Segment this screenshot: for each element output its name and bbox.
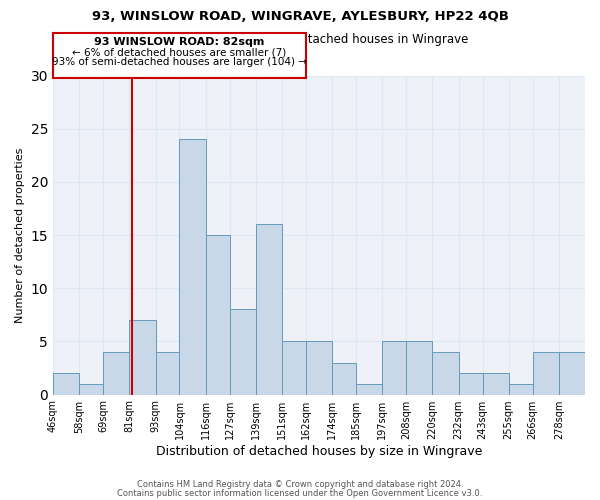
Bar xyxy=(433,352,458,395)
Bar xyxy=(230,310,256,394)
Text: 93% of semi-detached houses are larger (104) →: 93% of semi-detached houses are larger (… xyxy=(52,57,307,67)
Bar xyxy=(332,362,356,394)
Bar xyxy=(509,384,533,394)
Text: ← 6% of detached houses are smaller (7): ← 6% of detached houses are smaller (7) xyxy=(73,47,287,57)
Bar xyxy=(533,352,559,395)
Bar xyxy=(79,384,103,394)
Text: Contains HM Land Registry data © Crown copyright and database right 2024.: Contains HM Land Registry data © Crown c… xyxy=(137,480,463,489)
Bar xyxy=(256,224,282,394)
Bar xyxy=(458,374,482,394)
Text: 93, WINSLOW ROAD, WINGRAVE, AYLESBURY, HP22 4QB: 93, WINSLOW ROAD, WINGRAVE, AYLESBURY, H… xyxy=(92,10,508,23)
Bar xyxy=(53,374,79,394)
Bar xyxy=(206,235,230,394)
X-axis label: Distribution of detached houses by size in Wingrave: Distribution of detached houses by size … xyxy=(156,444,482,458)
Text: Size of property relative to detached houses in Wingrave: Size of property relative to detached ho… xyxy=(131,32,469,46)
Bar xyxy=(282,342,306,394)
Y-axis label: Number of detached properties: Number of detached properties xyxy=(15,148,25,322)
Bar xyxy=(155,352,179,395)
Bar xyxy=(179,140,206,394)
Bar xyxy=(406,342,433,394)
Text: Contains public sector information licensed under the Open Government Licence v3: Contains public sector information licen… xyxy=(118,488,482,498)
Bar xyxy=(559,352,585,395)
Bar xyxy=(482,374,509,394)
Bar xyxy=(103,352,130,395)
Bar xyxy=(130,320,155,394)
Bar xyxy=(306,342,332,394)
Bar xyxy=(356,384,382,394)
Bar xyxy=(382,342,406,394)
Text: 93 WINSLOW ROAD: 82sqm: 93 WINSLOW ROAD: 82sqm xyxy=(94,37,265,47)
